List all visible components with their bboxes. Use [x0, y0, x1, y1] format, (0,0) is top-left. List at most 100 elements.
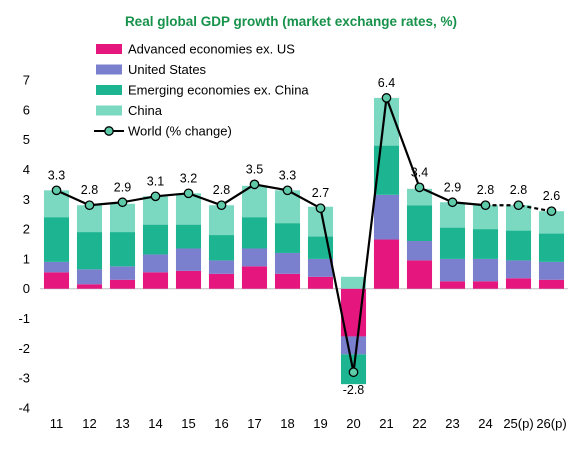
bar-segment-united-states — [142, 254, 169, 273]
bar-segment-advanced-economies-ex-us — [142, 272, 169, 289]
y-tick-label: -1 — [18, 311, 30, 326]
x-tick-label: 18 — [280, 416, 294, 431]
x-tick-label: 12 — [82, 416, 96, 431]
legend-swatch — [96, 64, 122, 75]
bar-segment-advanced-economies-ex-us — [373, 239, 400, 289]
x-tick-label: 21 — [379, 416, 393, 431]
legend-swatch — [96, 105, 122, 116]
x-tick-label: 14 — [148, 416, 162, 431]
bar-segment-advanced-economies-ex-us — [274, 273, 301, 289]
world-value-label: 2.9 — [114, 180, 131, 194]
world-line-forecast — [485, 204, 552, 213]
y-tick-label: 2 — [23, 222, 30, 237]
bar-segment-emerging-economies-ex-china — [241, 217, 268, 249]
bar-segment-emerging-economies-ex-china — [406, 205, 433, 242]
chart-title: Real global GDP growth (market exchange … — [125, 14, 457, 29]
stacked-bars — [43, 97, 565, 385]
bar-segment-united-states — [439, 258, 466, 282]
y-tick-label: 4 — [23, 162, 30, 177]
bar-segment-emerging-economies-ex-china — [439, 227, 466, 259]
world-point — [117, 197, 128, 208]
bar-segment-emerging-economies-ex-china — [472, 229, 499, 259]
bar-segment-united-states — [274, 252, 301, 274]
bar-segment-advanced-economies-ex-us — [208, 273, 235, 289]
world-point — [447, 197, 458, 208]
world-value-label: 2.8 — [477, 183, 494, 197]
bar-segment-united-states — [340, 336, 367, 355]
bar-segment-advanced-economies-ex-us — [76, 284, 103, 289]
world-point — [183, 188, 194, 199]
bar-segment-united-states — [538, 261, 565, 280]
bar-segment-china — [109, 203, 136, 233]
legend-label: World (% change) — [128, 124, 232, 139]
legend: Advanced economies ex. US United States Em… — [94, 42, 309, 139]
x-tick-label: 17 — [247, 416, 261, 431]
world-point — [282, 185, 293, 196]
world-value-label: 2.8 — [213, 183, 230, 197]
bar-segment-emerging-economies-ex-china — [538, 233, 565, 262]
bar-segment-emerging-economies-ex-china — [43, 217, 70, 262]
bar-segment-china — [538, 211, 565, 234]
bar-segment-united-states — [505, 260, 532, 279]
x-tick-label: 25(p) — [503, 416, 533, 431]
legend-label: United States — [128, 62, 207, 77]
y-tick-label: 6 — [23, 102, 30, 117]
bar-segment-united-states — [241, 248, 268, 267]
world-value-label: 6.4 — [378, 76, 395, 90]
bar-segment-china — [472, 205, 499, 230]
bar-segment-china — [175, 193, 202, 225]
y-tick-label: 1 — [23, 251, 30, 266]
world-value-label: 3.3 — [279, 168, 296, 182]
y-tick-label: 3 — [23, 192, 30, 207]
legend-label: Advanced economies ex. US — [128, 42, 295, 57]
bar-segment-emerging-economies-ex-china — [109, 232, 136, 267]
y-tick-label: 5 — [23, 132, 30, 147]
world-point — [348, 367, 359, 378]
legend-swatch — [96, 44, 122, 54]
world-point — [249, 179, 260, 190]
bar-segment-united-states — [208, 260, 235, 274]
x-tick-label: 15 — [181, 416, 195, 431]
bar-segment-advanced-economies-ex-us — [175, 270, 202, 289]
y-tick-label: 7 — [23, 73, 30, 88]
world-line-solid — [56, 97, 486, 373]
legend-label: Emerging economies ex. China — [128, 83, 309, 98]
legend-label: China — [128, 103, 163, 118]
data-labels: 3.3 2.8 2.9 3.1 3.2 2.8 3.5 3.3 2.7 -2.8 6.4 3.4 2.9… — [48, 76, 560, 397]
world-value-label: 2.8 — [81, 183, 98, 197]
bar-segment-advanced-economies-ex-us — [109, 279, 136, 289]
world-value-label: 3.1 — [147, 174, 164, 188]
x-tick-label: 23 — [445, 416, 459, 431]
bar-segment-emerging-economies-ex-china — [76, 232, 103, 270]
bar-segment-china — [340, 276, 367, 289]
bar-segment-advanced-economies-ex-us — [439, 281, 466, 289]
bar-segment-united-states — [109, 266, 136, 280]
world-point — [84, 200, 95, 211]
bar-segment-emerging-economies-ex-china — [142, 224, 169, 255]
bar-segment-advanced-economies-ex-us — [406, 260, 433, 289]
bar-segment-china — [406, 188, 433, 206]
bar-segment-united-states — [373, 194, 400, 240]
bar-segment-china — [208, 205, 235, 236]
x-tick-label: 19 — [313, 416, 327, 431]
x-tick-label: 26(p) — [536, 416, 566, 431]
y-tick-label: -4 — [18, 401, 30, 416]
world-value-label: 2.6 — [543, 189, 560, 203]
bar-segment-emerging-economies-ex-china — [208, 235, 235, 261]
x-tick-label: 11 — [50, 416, 64, 431]
world-point — [480, 200, 491, 211]
bar-segment-united-states — [76, 269, 103, 285]
y-tick-label: -2 — [18, 341, 30, 356]
bar-segment-united-states — [307, 258, 334, 277]
bar-segment-advanced-economies-ex-us — [538, 279, 565, 289]
bar-segment-advanced-economies-ex-us — [307, 276, 334, 289]
world-line — [51, 93, 557, 378]
bar-segment-advanced-economies-ex-us — [241, 266, 268, 289]
y-tick-label: -3 — [18, 371, 30, 386]
bar-segment-advanced-economies-ex-us — [505, 278, 532, 289]
world-value-label: 2.9 — [444, 180, 461, 194]
world-point — [414, 182, 425, 193]
y-tick-label: 0 — [23, 281, 30, 296]
world-point — [51, 185, 62, 196]
